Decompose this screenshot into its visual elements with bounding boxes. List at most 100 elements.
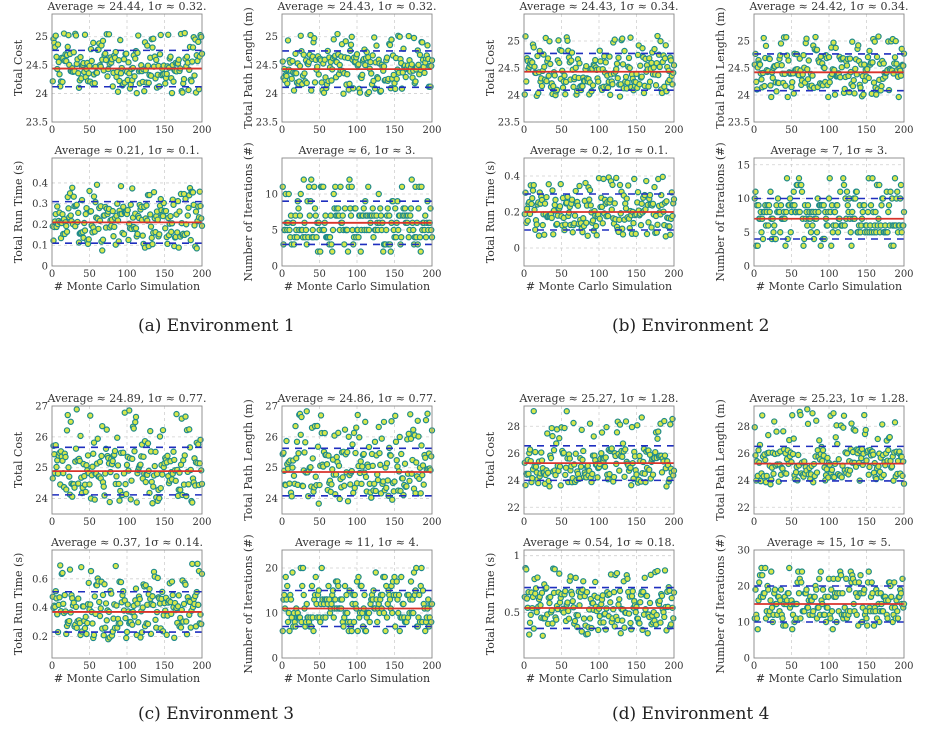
data-point [168, 89, 176, 97]
data-point [362, 627, 370, 635]
data-point [340, 623, 347, 630]
data-point [790, 90, 797, 97]
data-point [335, 462, 343, 469]
data-point [299, 582, 306, 590]
x-tick-label: 200 [664, 125, 683, 136]
data-point [62, 453, 69, 461]
data-point [408, 61, 415, 68]
data-point [346, 176, 353, 183]
data-point [132, 585, 140, 592]
x-tick-label: 200 [192, 269, 211, 280]
data-point [837, 188, 844, 195]
data-point [553, 616, 560, 623]
data-point [798, 188, 806, 195]
data-point [279, 183, 286, 190]
data-point [843, 450, 851, 457]
data-point [422, 233, 430, 241]
data-point [344, 226, 351, 234]
data-point [780, 428, 787, 435]
data-point [885, 202, 893, 209]
caption-environment-2: (b) Environment 2 [612, 316, 770, 336]
data-point [283, 72, 290, 80]
data-point [587, 202, 594, 209]
y-tick-label: 0.2 [32, 220, 48, 231]
data-point [310, 627, 317, 635]
data-point [846, 55, 854, 62]
y-tick-label: 0.4 [32, 178, 48, 189]
y-tick-label: 10 [737, 194, 750, 205]
data-point [543, 77, 550, 85]
data-point [895, 93, 902, 101]
data-point [879, 421, 886, 428]
y-tick-label: 27 [35, 402, 48, 413]
data-point [611, 200, 618, 207]
data-point [416, 233, 424, 241]
data-point [151, 462, 158, 470]
x-tick-label: 0 [279, 661, 285, 672]
y-tick-label: 23.5 [498, 118, 520, 129]
data-point [328, 481, 335, 488]
data-point [610, 473, 618, 481]
data-point [134, 230, 141, 238]
subplot-b-1: 0 50 100 150 200 23.5 24 24.5 25 Average ≈ 24.43,… [484, 0, 684, 136]
data-point [625, 182, 632, 189]
data-point [53, 53, 60, 61]
data-point [817, 568, 824, 575]
data-point [807, 229, 815, 236]
data-point [532, 585, 540, 592]
data-point [398, 183, 406, 190]
x-tick-label: 100 [117, 125, 136, 136]
data-point [568, 57, 575, 64]
data-point [321, 429, 328, 437]
data-point [868, 579, 875, 586]
data-point [59, 569, 66, 577]
data-point [135, 619, 142, 626]
data-point [344, 70, 351, 78]
data-point [852, 195, 859, 202]
data-point [301, 70, 308, 77]
data-point [583, 588, 591, 596]
data-point [133, 89, 140, 97]
data-point [63, 222, 70, 230]
data-point [373, 42, 380, 49]
y-axis-label: Total Path Length (m) [242, 7, 255, 129]
data-point [287, 596, 295, 603]
data-point [830, 39, 837, 46]
data-point [839, 590, 846, 597]
data-point [303, 79, 310, 87]
data-point [131, 448, 138, 455]
data-point [115, 480, 122, 488]
data-point [580, 215, 587, 222]
data-point [897, 590, 905, 597]
data-point [643, 592, 651, 600]
y-axis-label: Number of Iterations (#) [242, 534, 255, 673]
data-point [372, 569, 379, 576]
data-point [876, 181, 883, 189]
data-point [90, 193, 98, 200]
data-point [849, 82, 857, 90]
data-point [530, 625, 537, 632]
subplot-title: Average ≈ 7, 1σ ≈ 3. [769, 144, 887, 157]
data-point [290, 472, 298, 479]
axes-frame [753, 13, 905, 123]
y-tick-label: 1 [514, 551, 520, 562]
data-point [317, 248, 324, 255]
data-point [787, 229, 794, 236]
y-axis-label: Total Run Time (s) [12, 161, 25, 264]
data-point [622, 446, 629, 453]
data-point [754, 242, 761, 249]
data-point [410, 34, 418, 42]
data-point [64, 411, 71, 419]
axes-frame [51, 549, 203, 659]
data-point [571, 617, 579, 625]
data-point [816, 437, 823, 444]
data-point [791, 202, 798, 209]
data-point [533, 608, 540, 616]
data-point [557, 180, 564, 188]
data-point [64, 43, 71, 51]
data-point [93, 181, 101, 188]
data-point [843, 575, 850, 583]
data-point [843, 188, 851, 195]
data-point [339, 212, 346, 219]
